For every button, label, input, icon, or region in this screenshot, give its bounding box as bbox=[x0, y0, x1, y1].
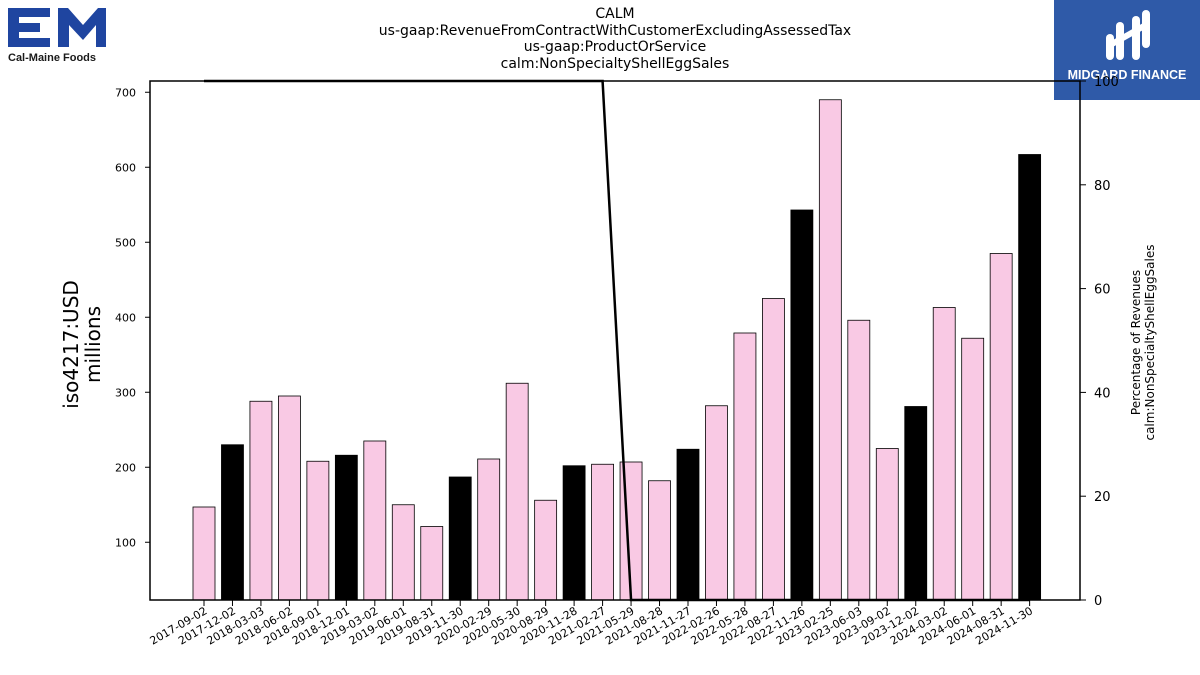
y2-tick-label: 100 bbox=[1094, 75, 1119, 90]
bar-2018-12-01 bbox=[334, 454, 358, 601]
midgard-emblem-icon bbox=[1106, 10, 1150, 60]
midgard-finance-logo: MIDGARD FINANCE bbox=[1054, 0, 1200, 100]
bar-2020-11-28 bbox=[562, 465, 586, 601]
bar-2024-08-31 bbox=[989, 253, 1013, 601]
bar-2023-12-02 bbox=[904, 406, 928, 601]
bar-2020-02-29 bbox=[477, 458, 501, 601]
cal-maine-emblem-icon bbox=[8, 8, 106, 47]
y2-tick-label: 80 bbox=[1094, 179, 1111, 194]
bar-2018-03-03 bbox=[249, 400, 273, 601]
bar-2023-06-03 bbox=[847, 319, 871, 601]
bar-2022-11-26 bbox=[790, 209, 814, 601]
bar-2021-11-27 bbox=[676, 448, 700, 601]
bar-2019-11-30 bbox=[448, 476, 472, 601]
bar-2017-09-02 bbox=[192, 506, 216, 601]
bar-2021-08-28 bbox=[648, 480, 671, 601]
y2-tick-label: 0 bbox=[1094, 594, 1102, 609]
chart-title-line-3: us-gaap:ProductOrService bbox=[523, 39, 707, 55]
y-tick-label: 600 bbox=[115, 161, 136, 174]
y2-tick-label: 40 bbox=[1094, 386, 1111, 401]
chart-title-line-4: calm:NonSpecialtyShellEggSales bbox=[500, 55, 730, 72]
chart-title-line-2: us-gaap:RevenueFromContractWithCustomerE… bbox=[378, 22, 852, 39]
midgard-finance-logo-text: MIDGARD FINANCE bbox=[1067, 68, 1187, 82]
bar-2019-06-01 bbox=[391, 504, 415, 601]
bar-2018-06-02 bbox=[278, 395, 301, 601]
bar-2019-08-31 bbox=[420, 526, 444, 601]
y-tick-label: 500 bbox=[115, 236, 136, 249]
bar-2024-03-02 bbox=[932, 307, 956, 601]
bar-2023-02-25 bbox=[818, 99, 842, 601]
plot-frame bbox=[149, 80, 1081, 601]
y-tick-label: 700 bbox=[115, 86, 136, 99]
y-tick-label: 100 bbox=[115, 536, 136, 549]
chart-title: CALM us-gaap:RevenueFromContractWithCust… bbox=[300, 6, 930, 72]
y2-tick-label: 20 bbox=[1094, 490, 1111, 505]
bar-2019-03-02 bbox=[363, 440, 387, 601]
chart-title-line-1: CALM bbox=[595, 6, 635, 22]
cal-maine-logo-text: Cal-Maine Foods bbox=[8, 52, 97, 64]
y-axis-label: iso4217:USDmillions bbox=[59, 280, 105, 409]
bar-2021-02-27 bbox=[591, 463, 614, 601]
bar-2023-09-02 bbox=[875, 448, 899, 601]
y-tick-label: 300 bbox=[115, 386, 136, 399]
bar-2024-06-01 bbox=[961, 337, 985, 601]
y-tick-label: 400 bbox=[115, 311, 136, 324]
bar-2022-02-26 bbox=[705, 405, 728, 601]
y2-axis-label: Percentage of Revenuescalm:NonSpecialtyS… bbox=[1129, 244, 1157, 440]
bar-2018-09-01 bbox=[306, 460, 330, 601]
bar-2022-08-27 bbox=[762, 298, 785, 601]
y-tick-label: 200 bbox=[115, 461, 136, 474]
y2-tick-label: 60 bbox=[1094, 283, 1111, 298]
bar-2020-05-30 bbox=[505, 382, 529, 601]
bar-2024-11-30 bbox=[1018, 154, 1042, 601]
bar-2020-08-29 bbox=[534, 499, 558, 601]
cal-maine-logo: Cal-Maine Foods bbox=[8, 7, 108, 65]
bar-2017-12-02 bbox=[221, 444, 244, 601]
bar-2022-05-28 bbox=[733, 332, 757, 601]
